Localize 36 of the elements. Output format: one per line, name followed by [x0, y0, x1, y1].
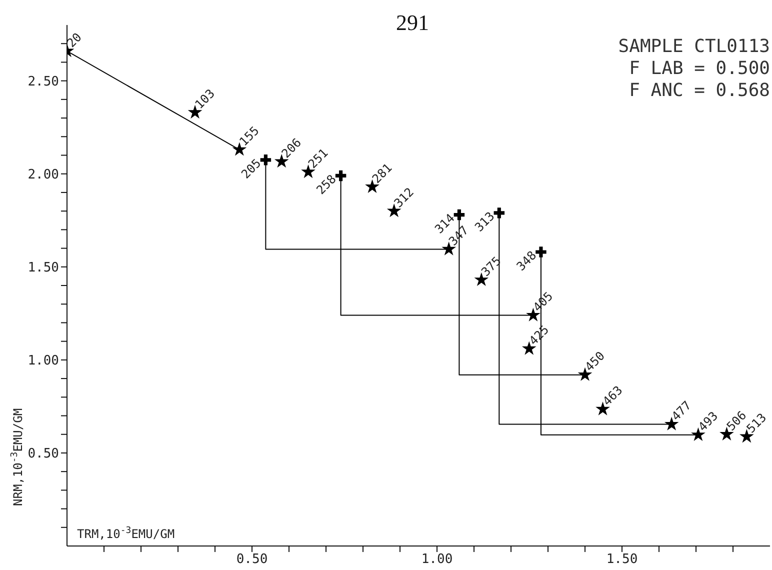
annotation: 450: [582, 348, 608, 374]
annotation: 312: [391, 184, 417, 210]
annotation: 477: [668, 398, 694, 424]
y-tick-label: 2.50: [28, 74, 59, 90]
y-tick-label: 1.00: [28, 354, 59, 369]
point: [260, 154, 272, 166]
x-tick-label: 0.50: [236, 552, 268, 568]
y-tick-label: 2.00: [28, 167, 59, 182]
annotation: 103: [192, 86, 218, 112]
annotation: 375: [478, 254, 504, 280]
annotation: F LAB = 0.500: [628, 58, 770, 80]
annotation: 291: [390, 10, 435, 36]
annotation: 281: [369, 160, 395, 186]
annotation: 20: [64, 30, 84, 50]
annotation: 206: [278, 135, 304, 161]
y-tick-label: 1.50: [28, 260, 59, 276]
point: [454, 209, 465, 220]
annotation: 155: [236, 124, 262, 149]
annotation: 463: [600, 383, 626, 408]
annotation: 348: [514, 248, 540, 274]
x-tick-label: 1.00: [421, 552, 453, 568]
annotation: 425: [526, 322, 552, 348]
point: [536, 246, 546, 258]
annotation: 251: [305, 146, 331, 172]
y-tick-label: 0.50: [28, 446, 59, 462]
x-axis-title: TRM,10$^{-3}$EMU/GM: [77, 526, 175, 541]
point: [494, 208, 505, 218]
annotation: SAMPLE CTL0113: [618, 36, 770, 58]
x-tick-label: 1.50: [606, 552, 638, 568]
annotation: 405: [530, 289, 556, 314]
annotation: 313: [472, 209, 498, 234]
point: [335, 170, 346, 182]
annotation: 205: [238, 156, 264, 182]
annotation: 493: [695, 408, 721, 434]
annotation: F ANC = 0.568: [628, 80, 770, 102]
annotation: 258: [314, 172, 339, 198]
